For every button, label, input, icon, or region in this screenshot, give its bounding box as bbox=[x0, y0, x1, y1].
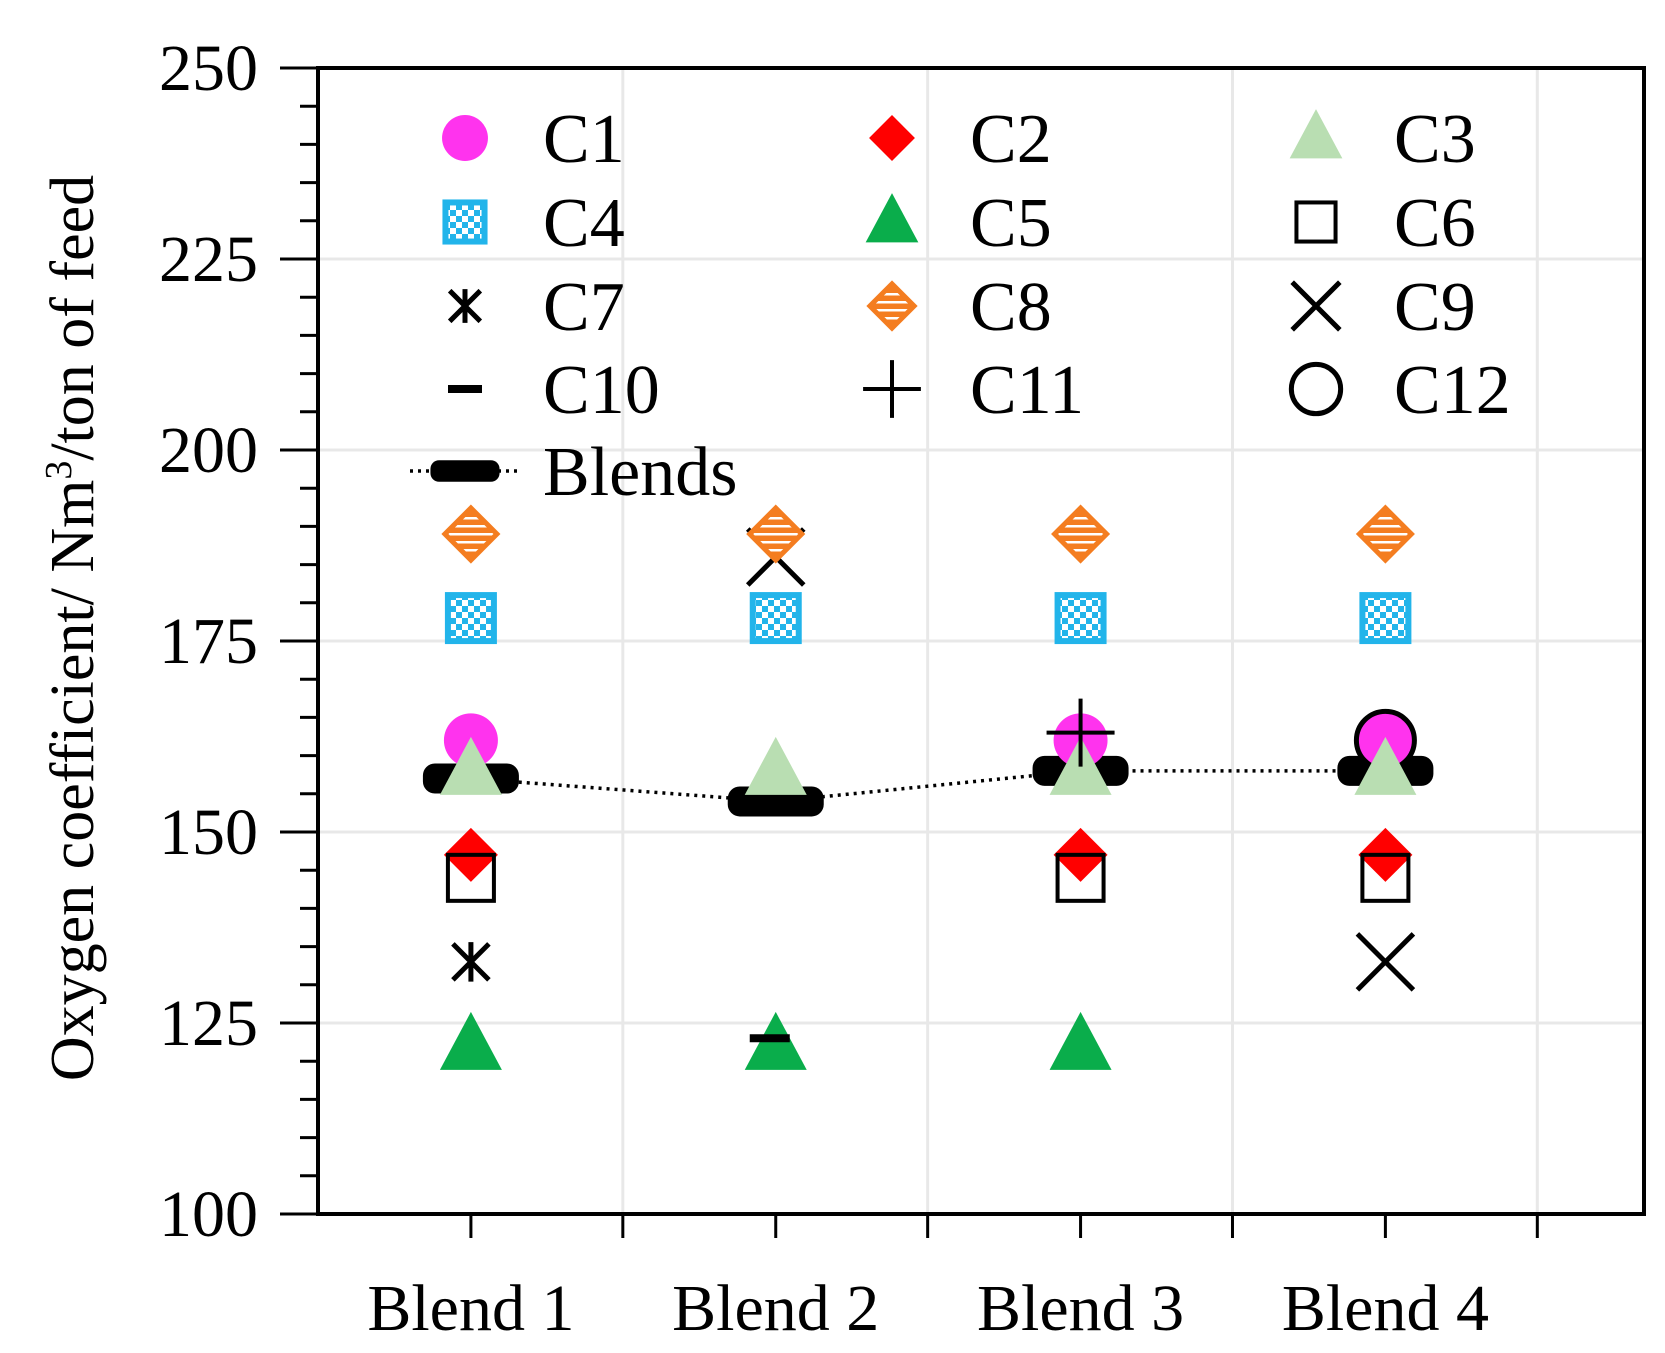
point-c3 bbox=[439, 736, 502, 795]
point-c9 bbox=[1355, 932, 1416, 992]
legend-label-c2: C2 bbox=[970, 101, 1052, 178]
legend-marker-c7 bbox=[447, 288, 483, 324]
point-c8 bbox=[441, 504, 501, 564]
point-c7 bbox=[451, 942, 491, 982]
point-c8 bbox=[1355, 504, 1415, 564]
point-c6 bbox=[1360, 852, 1411, 903]
legend-marker-blends bbox=[430, 460, 500, 482]
legend-marker-c12 bbox=[1288, 361, 1344, 417]
legend-label-c12: C12 bbox=[1394, 352, 1511, 429]
legend-label-c3: C3 bbox=[1394, 101, 1476, 178]
y-tick-label: 175 bbox=[159, 605, 258, 678]
legend-marker-c3 bbox=[1289, 109, 1343, 159]
legend-marker-c6 bbox=[1294, 200, 1338, 244]
point-c11 bbox=[1046, 698, 1115, 767]
legend-label-c4: C4 bbox=[543, 185, 625, 262]
legend-label-c10: C10 bbox=[543, 352, 660, 429]
point-c3 bbox=[744, 736, 807, 795]
point-c8 bbox=[1051, 504, 1111, 564]
point-c3 bbox=[1354, 736, 1417, 795]
point-c4 bbox=[444, 592, 497, 645]
legend-label-blends: Blends bbox=[543, 434, 737, 511]
point-c4 bbox=[749, 592, 802, 645]
y-tick-label: 125 bbox=[159, 987, 258, 1060]
legend-label-c9: C9 bbox=[1394, 269, 1476, 346]
point-c6 bbox=[1055, 852, 1106, 903]
legend-marker-c1 bbox=[442, 115, 488, 161]
y-tick-label: 225 bbox=[159, 223, 258, 296]
y-tick-label: 150 bbox=[159, 796, 258, 869]
point-c5 bbox=[1049, 1011, 1112, 1070]
x-tick-label: Blend 4 bbox=[1282, 1272, 1489, 1345]
legend-marker-c4 bbox=[442, 199, 488, 245]
point-c5 bbox=[439, 1011, 502, 1070]
legend-label-c7: C7 bbox=[543, 269, 625, 346]
legend-label-c5: C5 bbox=[970, 185, 1052, 262]
legend-marker-c9 bbox=[1290, 280, 1342, 332]
legend-marker-c2 bbox=[869, 115, 915, 161]
legend-marker-c11 bbox=[863, 360, 921, 418]
point-c4 bbox=[1359, 592, 1412, 645]
y-axis-title: Oxygen coefficient/ Nm3/ton of feed bbox=[38, 175, 107, 1081]
y-tick-label: 250 bbox=[159, 32, 258, 105]
x-tick-label: Blend 2 bbox=[672, 1272, 879, 1345]
point-c8 bbox=[746, 504, 806, 564]
legend-label-c6: C6 bbox=[1394, 185, 1476, 262]
legend-label-c11: C11 bbox=[970, 352, 1084, 429]
blends-line bbox=[470, 769, 1386, 804]
y-tick-label: 200 bbox=[159, 414, 258, 487]
point-c6 bbox=[445, 852, 496, 903]
axis-ticks: 100 125 150 175 200 225 250 Blend 1 Blend 2 Blend… bbox=[159, 32, 1539, 1345]
x-tick-label: Blend 3 bbox=[977, 1272, 1184, 1345]
x-tick-label: Blend 1 bbox=[367, 1272, 574, 1345]
legend-marker-c8 bbox=[866, 280, 918, 332]
data-points bbox=[422, 504, 1434, 1070]
y-tick-label: 100 bbox=[159, 1178, 258, 1251]
legend-marker-c5 bbox=[865, 193, 919, 243]
blends-dotted-line bbox=[470, 769, 1386, 804]
legend-label-c1: C1 bbox=[543, 101, 625, 178]
legend-label-c8: C8 bbox=[970, 269, 1052, 346]
point-c4 bbox=[1054, 592, 1107, 645]
legend: C1 C2 C3 C4 C5 C6 C7 C8 C9 C10 C11 C12 Blends bbox=[410, 101, 1511, 511]
